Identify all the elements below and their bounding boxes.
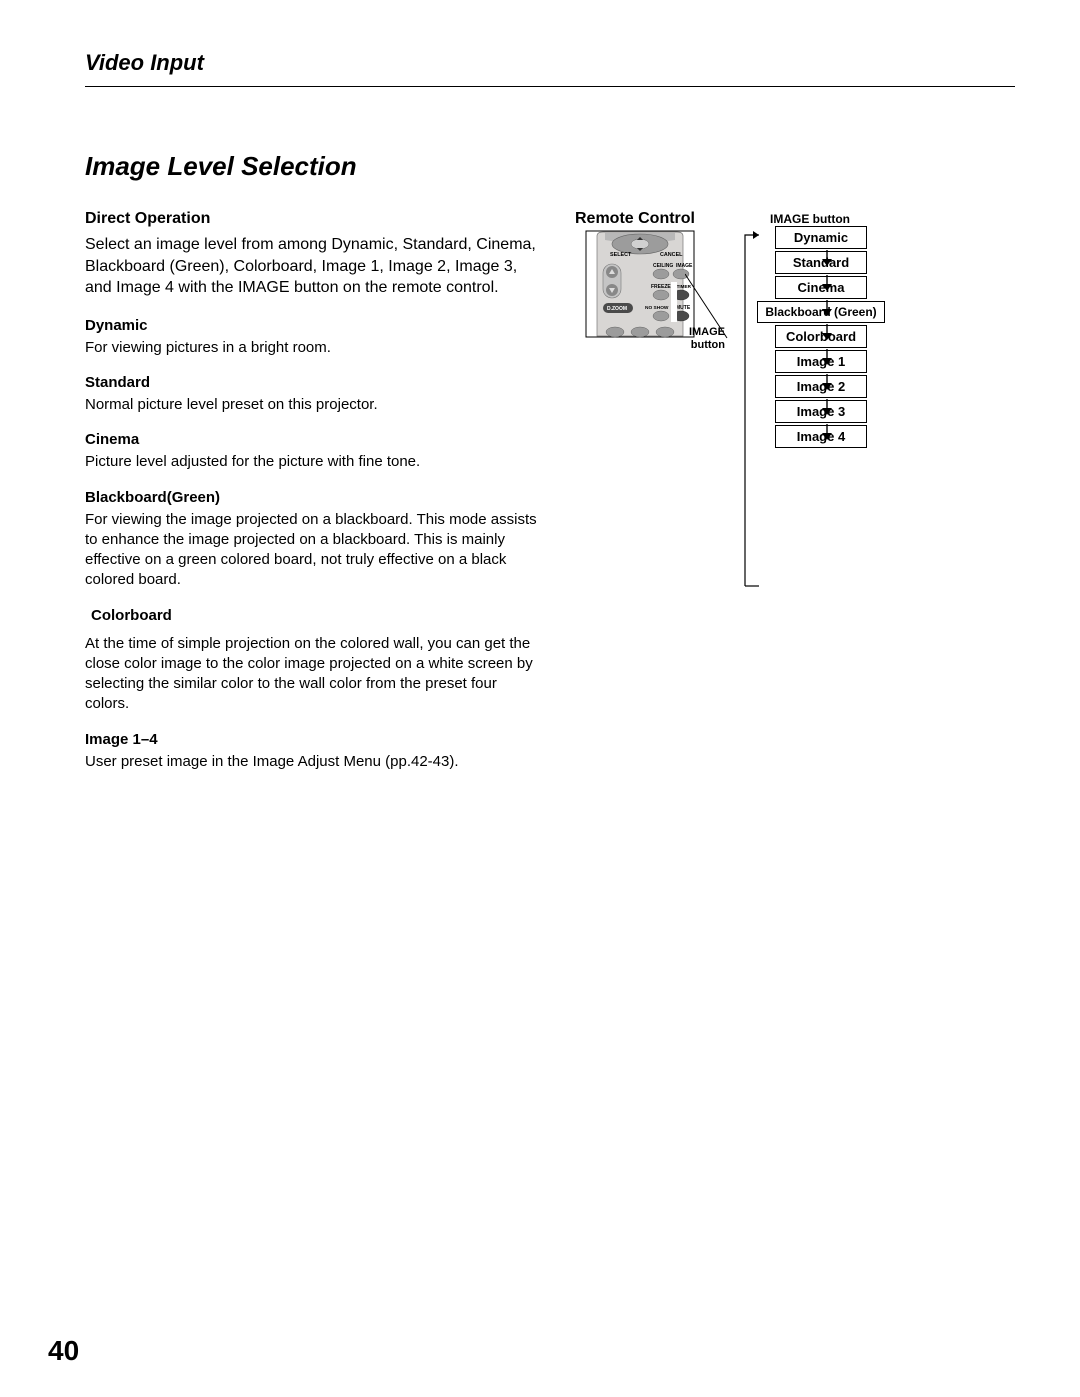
left-column: Direct Operation Select an image level f…: [85, 210, 545, 788]
direct-operation-heading: Direct Operation: [85, 210, 545, 228]
cinema-text: Picture level adjusted for the picture w…: [85, 452, 545, 472]
flow-box: Standard: [775, 251, 867, 274]
remote-ceiling-label: CEILING: [653, 263, 673, 269]
standard-heading: Standard: [85, 374, 545, 391]
remote-cancel-label: CANCEL: [660, 252, 683, 258]
image-button-heading: IMAGE button: [770, 212, 850, 226]
flow-box: Cinema: [775, 276, 867, 299]
direct-operation-text: Select an image level from among Dynamic…: [85, 234, 545, 299]
flow-box: Dynamic: [775, 226, 867, 249]
header-title: Video Input: [85, 50, 1015, 76]
blackboard-text: For viewing the image projected on a bla…: [85, 510, 545, 591]
callout-leader-svg: [685, 268, 755, 348]
flow-box: Image 1: [775, 350, 867, 373]
flow-loop-stub: [819, 448, 823, 466]
standard-text: Normal picture level preset on this proj…: [85, 395, 545, 415]
dynamic-text: For viewing pictures in a bright room.: [85, 338, 545, 358]
blackboard-heading: Blackboard(Green): [85, 489, 545, 506]
image14-heading: Image 1–4: [85, 731, 545, 748]
flow-box: Image 3: [775, 400, 867, 423]
page-number: 40: [48, 1335, 79, 1367]
dynamic-heading: Dynamic: [85, 317, 545, 334]
remote-noshow-label: NO SHOW: [645, 305, 669, 311]
section-title: Image Level Selection: [85, 151, 1015, 182]
remote-select-label: SELECT: [610, 252, 632, 258]
remote-dzoom-label: D.ZOOM: [607, 306, 627, 312]
cinema-heading: Cinema: [85, 431, 545, 448]
flow-box: Blackboard (Green): [757, 301, 885, 323]
colorboard-heading: Colorboard: [91, 607, 545, 624]
image14-text: User preset image in the Image Adjust Me…: [85, 752, 545, 772]
flow-box: Image 4: [775, 425, 867, 448]
image-level-flow: DynamicStandardCinemaBlackboard (Green)C…: [757, 226, 885, 466]
remote-control-heading: Remote Control: [575, 210, 695, 228]
colorboard-text: At the time of simple projection on the …: [85, 634, 545, 715]
remote-freeze-label: FREEZE: [651, 284, 671, 290]
horizontal-rule: [85, 86, 1015, 87]
right-column: Remote Control IMAGE button: [575, 210, 1015, 788]
flow-box: Colorboard: [775, 325, 867, 348]
flow-box: Image 2: [775, 375, 867, 398]
horizontal-rule-wrap: [85, 86, 1015, 119]
